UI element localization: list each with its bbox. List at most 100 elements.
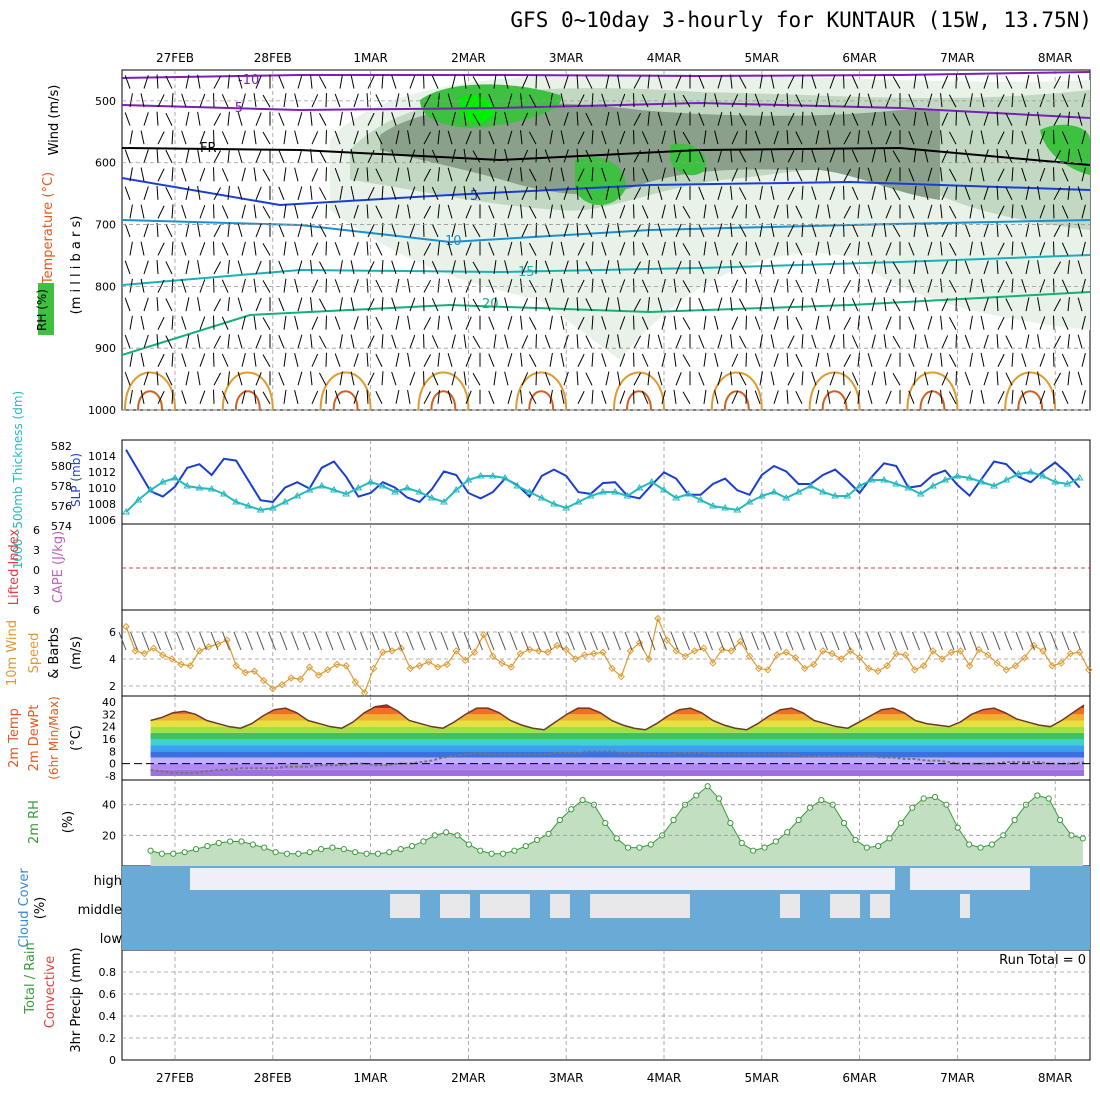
wind-barb xyxy=(883,148,887,163)
wind-barb xyxy=(143,149,149,163)
wind-speed-marker xyxy=(635,639,644,647)
wind-barb xyxy=(900,631,909,651)
wind-barb xyxy=(423,279,432,293)
cloud-clear-high xyxy=(700,868,890,890)
date-label-bottom: 2MAR xyxy=(451,1071,486,1085)
wind-barb xyxy=(383,631,391,651)
rh-marker xyxy=(306,849,313,856)
date-label-bottom: 3MAR xyxy=(549,1071,584,1085)
wind-barb xyxy=(913,371,917,386)
wind-barb xyxy=(437,167,440,182)
wind-barb xyxy=(892,335,901,349)
wind-barb xyxy=(507,204,513,219)
wind-barb xyxy=(647,371,650,386)
wind-barb xyxy=(983,149,989,163)
wind-speed-marker xyxy=(1066,649,1075,658)
thickness-marker xyxy=(342,490,351,497)
wind-barb xyxy=(908,353,915,367)
wind-barb xyxy=(197,260,201,275)
wind-barb xyxy=(577,131,585,145)
wind-barb xyxy=(463,334,467,349)
wind-barb xyxy=(851,112,859,126)
thickness-marker xyxy=(562,504,571,511)
tick-label-thickness: 580 xyxy=(51,460,72,473)
wind-barb xyxy=(156,297,159,312)
wind-barb xyxy=(820,631,828,651)
wind-barb xyxy=(980,93,985,108)
wind-barb xyxy=(488,131,495,145)
wind-barb xyxy=(318,224,327,238)
wind-barb xyxy=(829,149,836,163)
wind-barb xyxy=(283,389,287,404)
wind-barb xyxy=(661,167,666,182)
wind-barb xyxy=(407,93,411,108)
warm-contour xyxy=(332,390,359,411)
wind-barb xyxy=(786,204,789,219)
rh-marker xyxy=(499,850,507,857)
wind-barb xyxy=(197,185,201,200)
wind-barb xyxy=(213,75,222,89)
wind-barb xyxy=(1039,167,1046,182)
date-label-top: 4MAR xyxy=(647,51,682,65)
wind-barb xyxy=(941,186,949,201)
wind-barb xyxy=(1005,372,1013,386)
wind-barb xyxy=(197,148,201,163)
wind-barb xyxy=(924,260,929,275)
wind-barb xyxy=(1021,93,1027,108)
wind-barb xyxy=(682,168,691,182)
wind-barb xyxy=(705,631,713,651)
wind-barb xyxy=(1077,334,1083,349)
date-label-bottom: 5MAR xyxy=(745,1071,780,1085)
wind-barb xyxy=(661,278,666,293)
wind-speed-marker xyxy=(810,660,818,669)
wind-barb xyxy=(786,352,789,367)
wind-barb xyxy=(1005,187,1013,201)
wind-barb xyxy=(447,204,453,219)
wind-barb xyxy=(675,112,682,126)
wind-barb xyxy=(795,168,803,182)
wind-barb xyxy=(867,167,873,182)
wind-barb xyxy=(520,278,523,293)
thickness-marker xyxy=(1026,468,1035,475)
wind-speed-marker xyxy=(296,675,305,683)
tick-label-temp: 16 xyxy=(102,733,116,746)
wind-barb xyxy=(124,186,131,200)
wind-barb xyxy=(682,317,691,330)
cloud-clear-middle xyxy=(830,894,860,918)
thickness-marker xyxy=(244,502,253,509)
rh-marker xyxy=(261,844,268,851)
wind-barb xyxy=(475,631,483,651)
warm-contour xyxy=(1017,390,1044,411)
wind-barb xyxy=(227,148,230,163)
thickness-marker xyxy=(782,494,791,501)
wind-barb xyxy=(199,167,206,182)
wind-barb xyxy=(1081,278,1086,293)
thickness-marker xyxy=(537,494,546,501)
wind-barb xyxy=(366,389,369,404)
wind-barb xyxy=(241,278,246,293)
wind-barb xyxy=(118,631,127,651)
wind-barb xyxy=(294,278,299,293)
wind-barb xyxy=(730,260,733,275)
wind-barb xyxy=(693,631,702,651)
wind-barb xyxy=(576,297,579,312)
wind-barb xyxy=(463,297,467,312)
wind-speed-marker xyxy=(617,672,625,681)
rh-marker xyxy=(806,804,814,811)
wind-barb xyxy=(1021,241,1027,256)
rh-marker xyxy=(556,816,563,824)
wind-barb xyxy=(1025,297,1030,312)
wind-barb xyxy=(278,297,285,312)
wind-barb xyxy=(773,279,779,293)
ylabel-rh: RH (%) xyxy=(35,289,49,331)
wind-barb xyxy=(381,334,384,349)
wind-barb xyxy=(544,112,551,126)
wind-barb xyxy=(980,278,985,293)
wind-barb xyxy=(770,74,775,89)
wind-barb xyxy=(129,93,133,108)
wind-barb xyxy=(731,168,739,182)
cloud-level-label: high xyxy=(94,874,122,889)
warm-contour xyxy=(417,371,470,411)
rh-legend-swatch xyxy=(38,283,54,335)
wind-barb xyxy=(407,389,411,404)
